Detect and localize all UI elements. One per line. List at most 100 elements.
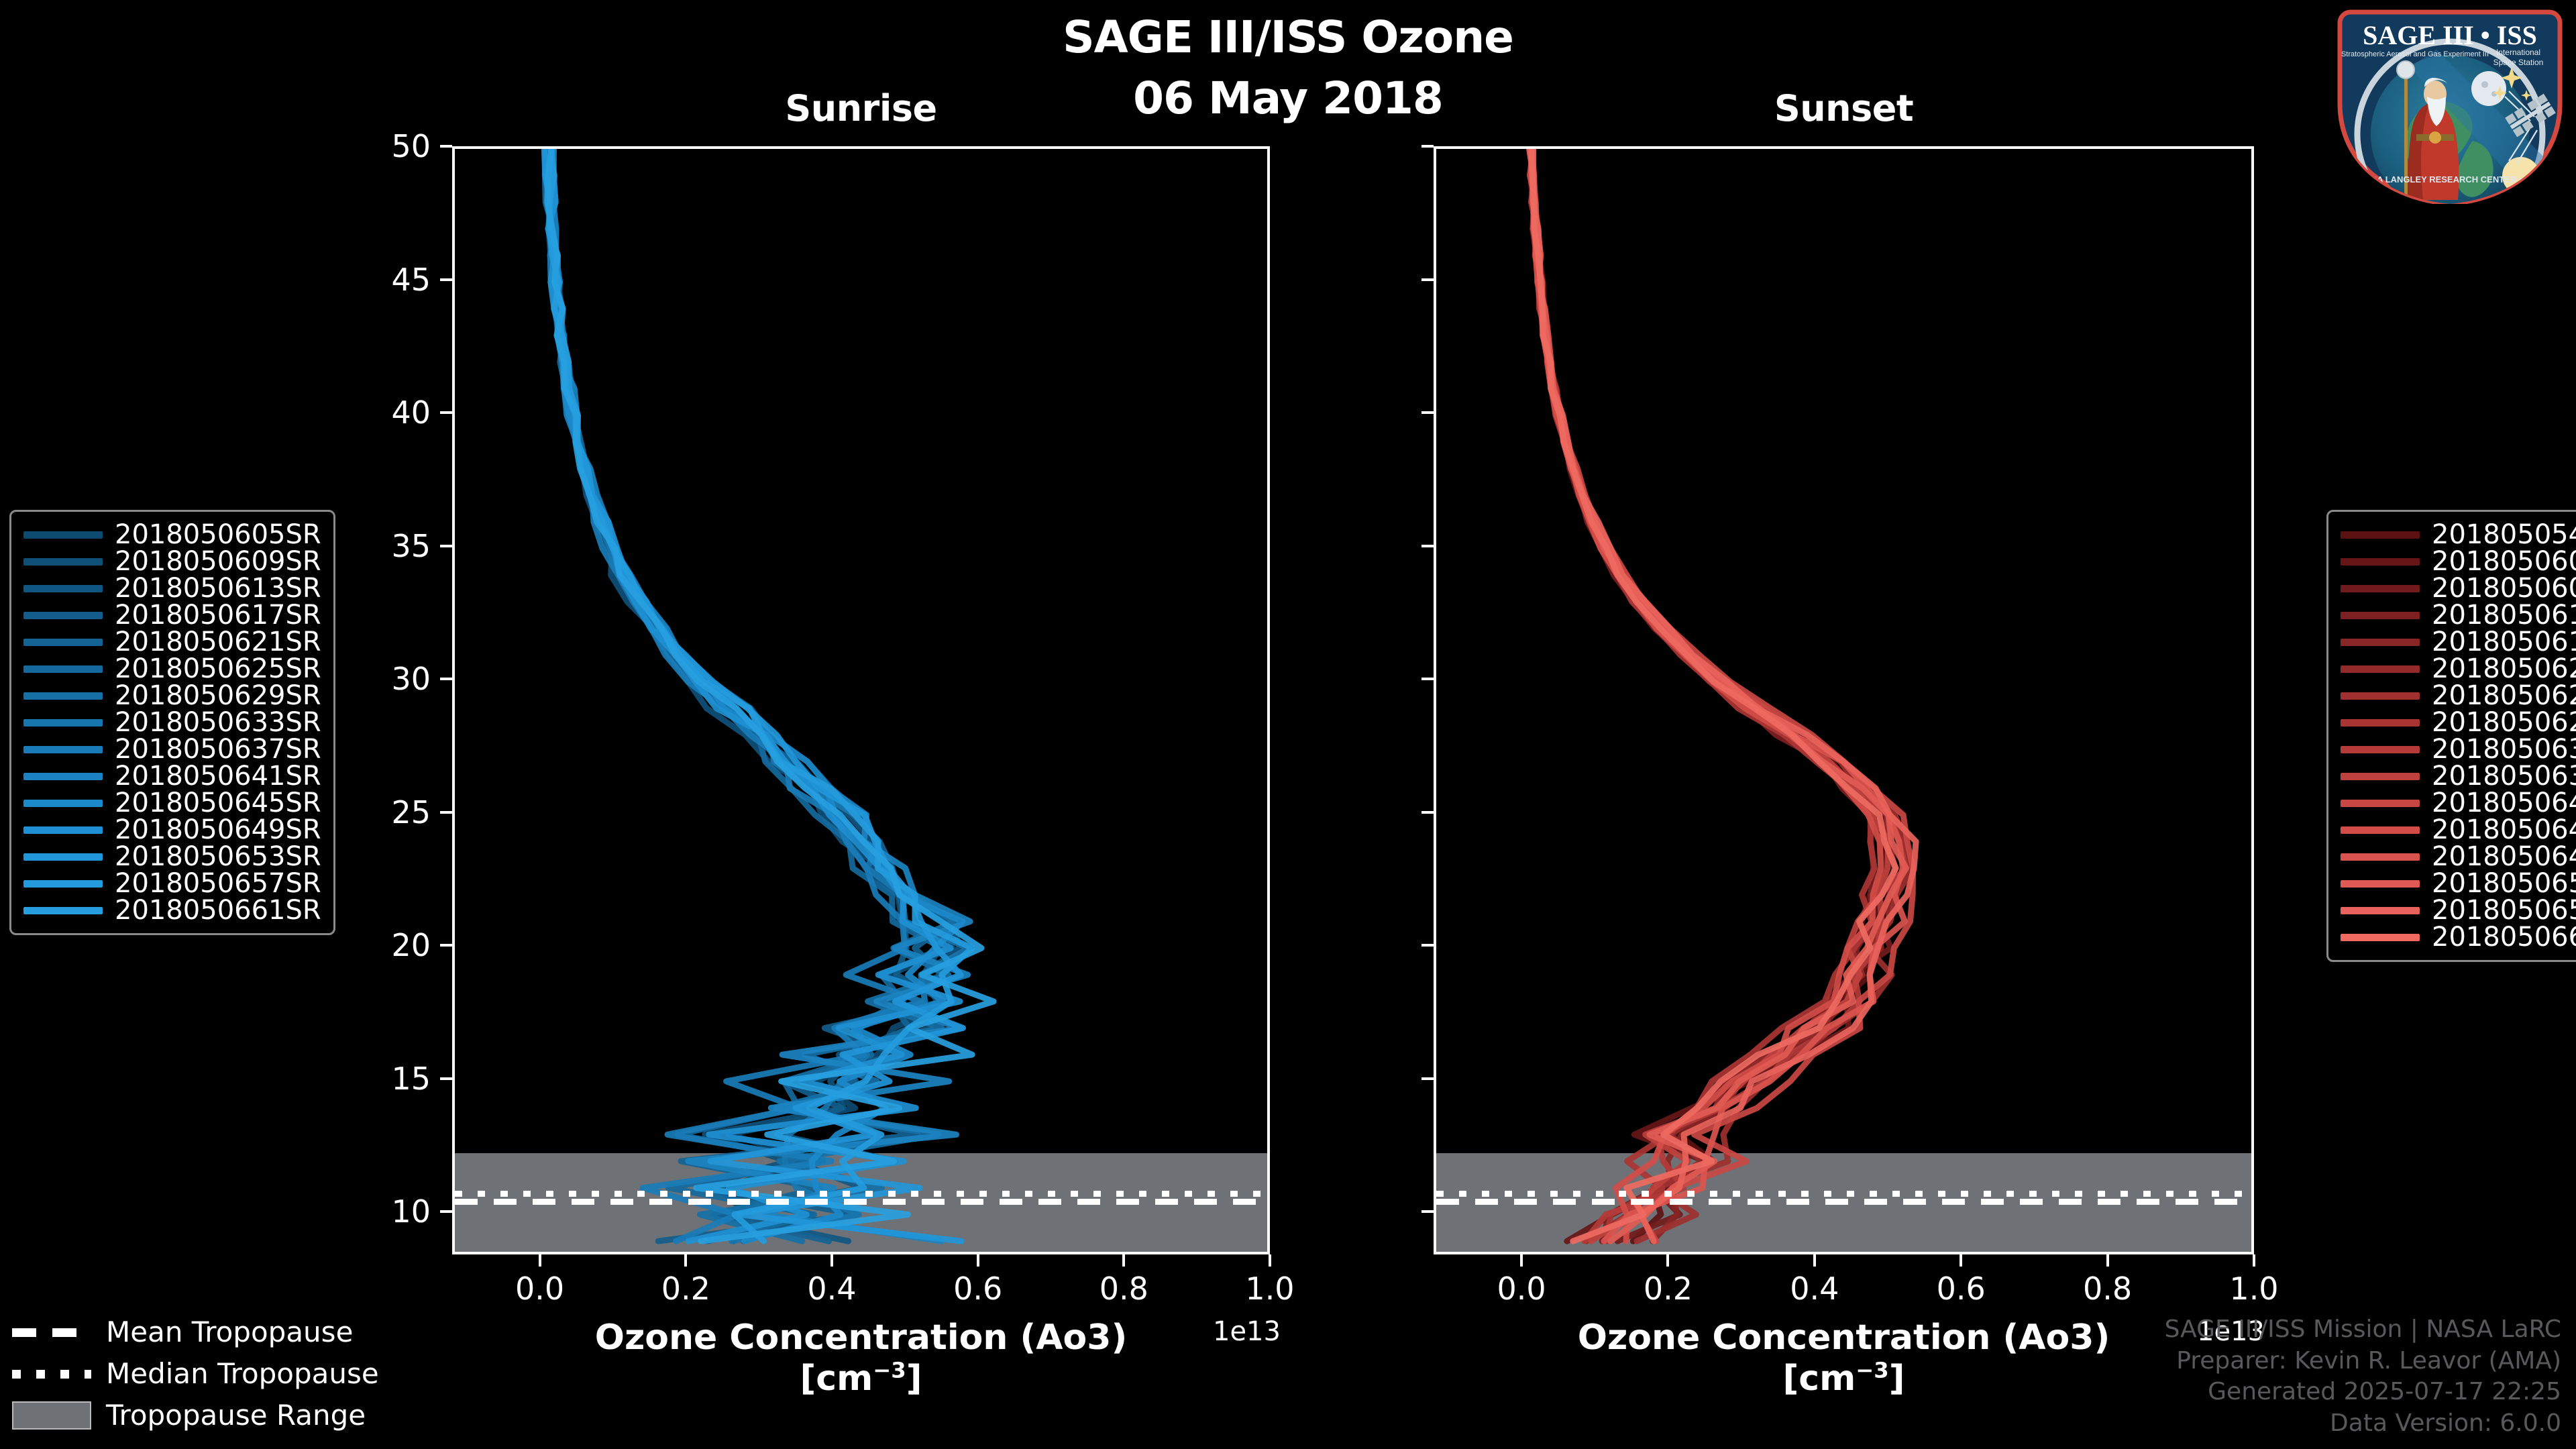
legend-color-swatch: [23, 584, 103, 592]
legend-item[interactable]: 2018050628SS: [2341, 709, 2576, 736]
y-tick: [440, 1210, 452, 1214]
x-tick: [976, 1254, 979, 1267]
credit-line: Generated 2025-07-17 22:25: [2208, 1378, 2561, 1406]
legend-item-label: 2018050648SS: [2432, 841, 2576, 872]
patch-subtitle-right-1: International: [2496, 48, 2540, 57]
legend-item[interactable]: 2018050605SR: [23, 521, 321, 548]
legend-color-swatch: [23, 611, 103, 619]
legend-color-swatch: [23, 557, 103, 566]
legend-color-swatch: [23, 718, 103, 727]
y-tick: [440, 678, 452, 681]
legend-item: Median Tropopause: [12, 1353, 379, 1395]
y-tick: [440, 810, 452, 814]
y-tick-label: 40: [391, 394, 431, 431]
x-tick: [830, 1254, 833, 1267]
legend-item[interactable]: 2018050641SR: [23, 763, 321, 790]
legend-item[interactable]: 2018050657SR: [23, 870, 321, 897]
y-tick: [1421, 810, 1434, 814]
legend-item-label: 2018050649SR: [115, 814, 321, 845]
y-tick: [1421, 944, 1434, 947]
legend-item-label: 2018050608SS: [2432, 573, 2576, 604]
legend-item[interactable]: 2018050648SS: [2341, 843, 2576, 870]
y-tick: [440, 1077, 452, 1080]
x-tick-label: 0.4: [807, 1271, 857, 1307]
legend-item[interactable]: 2018050609SR: [23, 548, 321, 575]
legend-item-label: 2018050641SR: [115, 761, 321, 792]
legend-color-swatch: [23, 745, 103, 753]
x-axis-label-sunrise: Ozone Concentration (Ao3) [cm−3]: [452, 1318, 1270, 1399]
patch-subtitle-left: Stratospheric Aerosol and Gas Experiment…: [2341, 50, 2489, 58]
legend-item[interactable]: 2018050613SR: [23, 575, 321, 602]
x-axis-exponent-sunrise: 1e13: [1213, 1316, 1281, 1347]
legend-item[interactable]: 2018050640SS: [2341, 790, 2576, 816]
x-axis-label-text: Ozone Concentration (Ao3): [1577, 1318, 2110, 1358]
legend-item[interactable]: 2018050652SS: [2341, 870, 2576, 897]
legend-item[interactable]: 2018050656SS: [2341, 897, 2576, 924]
credit-line: Data Version: 6.0.0: [2330, 1409, 2561, 1438]
legend-item[interactable]: 2018050604SS: [2341, 548, 2576, 575]
legend-item[interactable]: 2018050649SR: [23, 816, 321, 843]
legend-item[interactable]: 2018050608SS: [2341, 575, 2576, 602]
legend-item[interactable]: 2018050632SS: [2341, 736, 2576, 763]
legend-item-label: 2018050657SR: [115, 868, 321, 899]
x-tick-label: 0.2: [661, 1271, 710, 1307]
legend-color-swatch: [2341, 906, 2420, 914]
legend-item[interactable]: 2018050636SS: [2341, 763, 2576, 790]
mean-tropopause-line: [455, 1198, 1267, 1205]
profile-line: [1528, 149, 1899, 1244]
x-tick-label: 1.0: [1245, 1271, 1295, 1307]
profile-line: [1527, 149, 1878, 1244]
y-tick-label: 50: [391, 128, 431, 164]
credits-block: SAGE III/ISS Mission | NASA LaRC Preparer…: [2165, 1314, 2561, 1440]
y-tick-label: 25: [391, 794, 431, 830]
legend-item[interactable]: 2018050612SS: [2341, 602, 2576, 629]
x-tick: [684, 1254, 688, 1267]
legend-color-swatch: [23, 772, 103, 780]
legend-color-swatch: [23, 879, 103, 888]
y-tick: [440, 944, 452, 947]
legend-item[interactable]: 2018050547SS: [2341, 521, 2576, 548]
x-tick: [1122, 1254, 1126, 1267]
legend-item-label: 2018050632SS: [2432, 734, 2576, 765]
x-tick-label: 0.0: [515, 1271, 565, 1307]
legend-item-label: 2018050629SR: [115, 680, 321, 711]
legend-color-swatch: [2341, 665, 2420, 673]
legend-item[interactable]: 2018050629SR: [23, 682, 321, 709]
legend-item-label: 2018050604SS: [2432, 546, 2576, 577]
legend-item[interactable]: 2018050633SR: [23, 709, 321, 736]
legend-item[interactable]: 2018050616SS: [2341, 629, 2576, 655]
legend-item[interactable]: 2018050660SS: [2341, 924, 2576, 951]
legend-patch-swatch: [12, 1401, 91, 1430]
legend-item-label: 2018050644SS: [2432, 814, 2576, 845]
profile-line: [1528, 149, 1891, 1244]
median-tropopause-line: [455, 1190, 1267, 1197]
legend-item-label: 2018050628SS: [2432, 707, 2576, 738]
legend-item-label: 2018050661SR: [115, 895, 321, 926]
legend-item[interactable]: 2018050625SR: [23, 655, 321, 682]
legend-item: Tropopause Range: [12, 1395, 379, 1436]
legend-tropopause: Mean Tropopause Median Tropopause Tropopau…: [12, 1311, 379, 1436]
legend-item[interactable]: 2018050645SR: [23, 790, 321, 816]
legend-item[interactable]: 2018050621SR: [23, 629, 321, 655]
x-tick: [2253, 1254, 2255, 1267]
legend-sunrise[interactable]: 2018050605SR 2018050609SR 2018050613SR 2018…: [9, 510, 335, 935]
legend-sunset[interactable]: 2018050547SS2018050604SS2018050608SS2018…: [2326, 510, 2576, 962]
legend-item[interactable]: 2018050644SS: [2341, 816, 2576, 843]
legend-item[interactable]: 2018050653SR: [23, 843, 321, 870]
x-tick: [1960, 1254, 1963, 1267]
profile-line: [546, 149, 975, 1244]
x-axis-exponent-sunset: 1e13: [2197, 1316, 2265, 1347]
legend-item-label: 2018050645SR: [115, 788, 321, 818]
legend-item[interactable]: 2018050624SS: [2341, 682, 2576, 709]
legend-color-swatch: [2341, 638, 2420, 646]
legend-item-label: 2018050633SR: [115, 707, 321, 738]
legend-item[interactable]: 2018050620SS: [2341, 655, 2576, 682]
y-tick: [1421, 1077, 1434, 1080]
legend-item-label: 2018050609SR: [115, 546, 321, 577]
page-subtitle: 06 May 2018: [1133, 72, 1444, 124]
legend-item[interactable]: 2018050637SR: [23, 736, 321, 763]
legend-item-label: 2018050547SS: [2432, 519, 2576, 550]
legend-color-swatch: [2341, 718, 2420, 727]
legend-item[interactable]: 2018050661SR: [23, 897, 321, 924]
legend-item[interactable]: 2018050617SR: [23, 602, 321, 629]
